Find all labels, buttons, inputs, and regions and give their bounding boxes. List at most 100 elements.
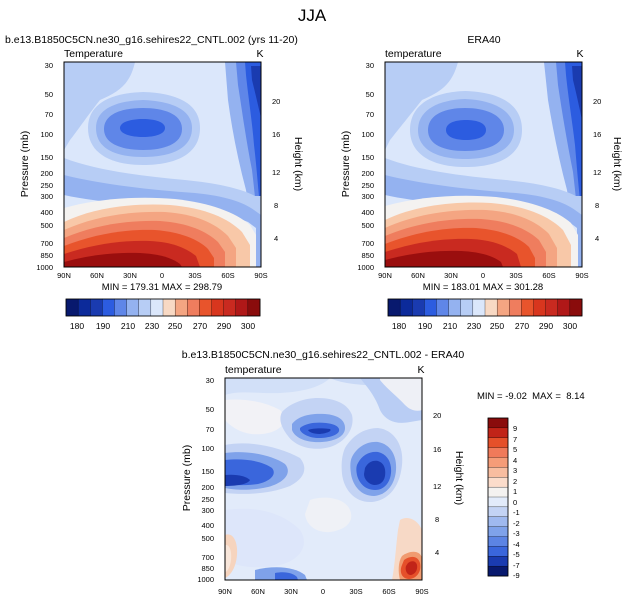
colorbar-swatch bbox=[487, 516, 509, 527]
colorbar-swatch bbox=[487, 457, 509, 468]
colorbar-swatch bbox=[211, 298, 224, 317]
tick-label: 500 bbox=[361, 221, 374, 230]
tick-label: 850 bbox=[40, 251, 53, 260]
pressure-axis: 30 50 70 100 150 200 250 300 400 500 700… bbox=[357, 61, 374, 272]
colorbar-tick-label: 2 bbox=[513, 477, 517, 486]
tick-label: 150 bbox=[40, 153, 53, 162]
y-axis-label: Pressure (mb) bbox=[340, 131, 352, 198]
colorbar-tick-label: 7 bbox=[513, 435, 517, 444]
colorbar-swatch bbox=[487, 526, 509, 537]
tick-label: 400 bbox=[361, 208, 374, 217]
tick-label: 200 bbox=[201, 483, 214, 492]
colorbar-swatch bbox=[460, 298, 474, 317]
tick-label: 60N bbox=[411, 271, 425, 280]
colorbar-tick-label: 0 bbox=[513, 498, 517, 507]
colorbar-swatch bbox=[487, 417, 509, 429]
colorbar-tick-label: 4 bbox=[513, 456, 517, 465]
colorbar-swatch bbox=[487, 486, 509, 498]
colorbar-swatch bbox=[533, 298, 546, 317]
tick-label: 16 bbox=[593, 130, 601, 139]
tick-label: 1000 bbox=[357, 263, 374, 272]
colorbar-swatch bbox=[399, 298, 413, 317]
colorbar-swatch bbox=[65, 298, 79, 317]
colorbar-tick-label: 300 bbox=[563, 321, 577, 331]
latitude-axis: 90N 60N 30N 0 30S 60S 90S bbox=[378, 271, 589, 280]
colorbar-swatch bbox=[102, 298, 115, 317]
tick-label: 8 bbox=[595, 201, 599, 210]
colorbar-swatch bbox=[557, 298, 571, 317]
tick-label: 60S bbox=[382, 587, 395, 596]
y2-axis-label: Height (km) bbox=[292, 137, 304, 191]
height-axis: 20 16 12 8 4 bbox=[433, 411, 441, 557]
tick-label: 0 bbox=[160, 271, 164, 280]
colorbar-swatch bbox=[90, 298, 103, 317]
colorbar-swatch bbox=[487, 556, 509, 567]
tick-label: 60N bbox=[251, 587, 265, 596]
y2-axis-label: Height (km) bbox=[453, 451, 465, 505]
colorbar-tick-label: -2 bbox=[513, 519, 520, 528]
era40-panel: ERA40 temperature K 30 bbox=[340, 34, 623, 331]
colorbar-swatch bbox=[448, 298, 462, 317]
colorbar-swatch bbox=[487, 536, 509, 547]
panel-left-label: Temperature bbox=[64, 48, 123, 60]
colorbar-tick-label: 230 bbox=[467, 321, 481, 331]
colorbar-tick-label: -4 bbox=[513, 540, 520, 549]
colorbar-swatch bbox=[150, 298, 164, 317]
colorbar-tick-label: 180 bbox=[392, 321, 406, 331]
tick-label: 850 bbox=[361, 251, 374, 260]
tick-label: 50 bbox=[45, 90, 53, 99]
colorbar-swatch bbox=[496, 298, 510, 317]
tick-label: 90S bbox=[575, 271, 588, 280]
tick-label: 30S bbox=[349, 587, 362, 596]
colorbar: 180 190 210 230 250 270 290 300 bbox=[387, 298, 583, 331]
colorbar-swatch bbox=[114, 298, 127, 317]
units-label: K bbox=[417, 364, 424, 376]
colorbar-swatch bbox=[521, 298, 534, 317]
pressure-axis: 30 50 70 100 150 200 250 300 400 500 700… bbox=[197, 376, 214, 584]
colorbar-swatch bbox=[199, 298, 212, 317]
tick-label: 30 bbox=[45, 61, 53, 70]
colorbar-swatch bbox=[487, 565, 509, 577]
tick-label: 250 bbox=[361, 181, 374, 190]
min-max-text: MIN = -9.02 MAX = 8.14 bbox=[477, 391, 585, 402]
colorbar-swatch bbox=[424, 298, 437, 317]
colorbar-tick-label: 300 bbox=[241, 321, 255, 331]
tick-label: 8 bbox=[435, 515, 439, 524]
colorbar-swatch bbox=[545, 298, 559, 317]
model-panel: b.e13.B1850C5CN.ne30_g16.sehires22_CNTL.… bbox=[5, 34, 304, 331]
tick-label: 16 bbox=[433, 445, 441, 454]
colorbar-swatch bbox=[387, 298, 401, 317]
difference-panel: b.e13.B1850C5CN.ne30_g16.sehires22_CNTL.… bbox=[181, 349, 585, 596]
temperature-field bbox=[385, 62, 582, 267]
tick-label: 90N bbox=[57, 271, 71, 280]
tick-label: 50 bbox=[366, 90, 374, 99]
tick-label: 1000 bbox=[197, 575, 214, 584]
colorbar-tick-label: 3 bbox=[513, 466, 517, 475]
tick-label: 500 bbox=[40, 221, 53, 230]
tick-label: 100 bbox=[201, 444, 214, 453]
temperature-field bbox=[64, 62, 261, 267]
colorbar-tick-label: 180 bbox=[70, 321, 84, 331]
height-axis: 20 16 12 8 4 bbox=[272, 97, 280, 243]
tick-label: 250 bbox=[201, 495, 214, 504]
colorbar-swatch bbox=[484, 298, 498, 317]
colorbar-swatch bbox=[247, 298, 261, 317]
units-label: K bbox=[256, 48, 263, 60]
colorbar-swatch bbox=[487, 447, 509, 458]
colorbar-swatch bbox=[162, 298, 176, 317]
tick-label: 90N bbox=[378, 271, 392, 280]
colorbar-tick-label: 190 bbox=[418, 321, 432, 331]
tick-label: 16 bbox=[272, 130, 280, 139]
tick-label: 30 bbox=[206, 376, 214, 385]
tick-label: 200 bbox=[361, 169, 374, 178]
units-label: K bbox=[576, 48, 583, 60]
tick-label: 90S bbox=[254, 271, 267, 280]
tick-label: 30N bbox=[123, 271, 137, 280]
panel-title: ERA40 bbox=[467, 34, 500, 46]
y2-axis-label: Height (km) bbox=[611, 137, 623, 191]
tick-label: 90S bbox=[415, 587, 428, 596]
tick-label: 100 bbox=[40, 130, 53, 139]
y-axis-label: Pressure (mb) bbox=[181, 445, 193, 512]
colorbar-swatch bbox=[487, 496, 509, 508]
tick-label: 70 bbox=[45, 110, 53, 119]
